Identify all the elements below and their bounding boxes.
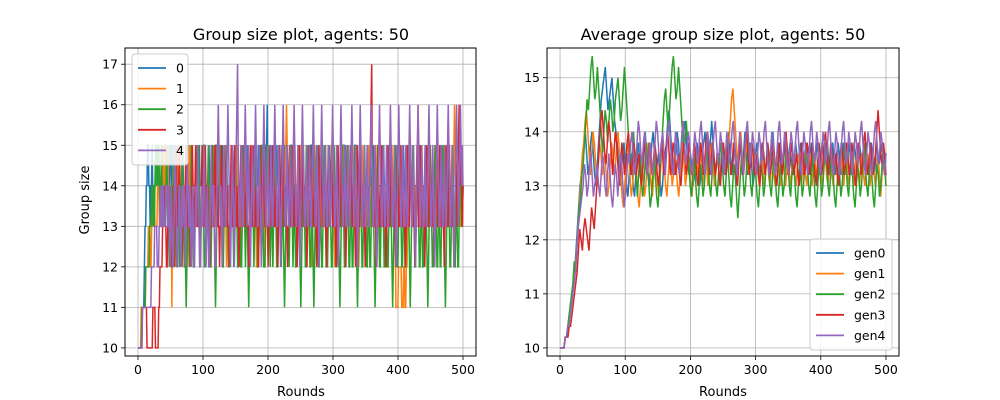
x-ticks: 0 100 200 300 400 500 — [556, 356, 898, 377]
series-line-4 — [560, 120, 887, 349]
y-ticks: 10 11 12 13 14 15 — [524, 70, 547, 355]
series-line-4 — [138, 64, 464, 349]
y-tick-label: 14 — [102, 178, 118, 193]
x-tick-label: 400 — [386, 362, 410, 377]
y-tick-label: 13 — [524, 178, 540, 193]
x-ticks: 0 100 200 300 400 500 — [134, 356, 475, 377]
legend-label: gen3 — [854, 307, 886, 322]
x-tick-label: 0 — [556, 362, 564, 377]
plot-frame — [546, 47, 900, 357]
x-tick-label: 100 — [191, 362, 215, 377]
legend-label: gen2 — [854, 287, 886, 302]
x-tick-label: 500 — [874, 362, 898, 377]
y-tick-label: 17 — [102, 57, 118, 72]
x-tick-label: 300 — [744, 362, 768, 377]
x-tick-label: 200 — [256, 362, 280, 377]
series-lines — [138, 64, 464, 349]
x-axis-label: Rounds — [699, 385, 747, 400]
x-tick-label: 500 — [451, 362, 475, 377]
y-tick-label: 13 — [102, 219, 118, 234]
y-axis-label: Group size — [78, 166, 93, 235]
legend: gen0 gen1 gen2 gen3 gen4 — [809, 238, 893, 351]
x-tick-label: 0 — [134, 362, 142, 377]
legend-label: 4 — [176, 143, 184, 158]
series-lines — [560, 56, 887, 349]
legend-label: gen4 — [854, 328, 886, 343]
legend-label: gen1 — [854, 266, 886, 281]
legend-label: gen0 — [854, 246, 886, 261]
average-group-size-panel: Average group size plot, agents: 50 0 100… — [524, 25, 900, 400]
legend: 0 1 2 3 4 — [131, 53, 189, 166]
legend-box — [809, 238, 893, 351]
y-tick-label: 11 — [102, 300, 118, 315]
group-size-panel: Group size plot, agents: 50 0 100 200 300 40… — [78, 25, 477, 400]
x-axis-label: Rounds — [277, 385, 325, 400]
legend-label: 3 — [176, 122, 184, 137]
x-tick-label: 100 — [613, 362, 637, 377]
chart-title: Average group size plot, agents: 50 — [581, 25, 866, 44]
plot-frame — [124, 47, 477, 357]
y-tick-label: 11 — [524, 286, 540, 301]
x-tick-label: 400 — [809, 362, 833, 377]
y-tick-label: 12 — [102, 259, 118, 274]
x-tick-label: 300 — [321, 362, 345, 377]
y-tick-label: 14 — [524, 124, 540, 139]
y-tick-label: 16 — [102, 97, 118, 112]
x-tick-label: 200 — [678, 362, 702, 377]
legend-label: 0 — [176, 61, 184, 76]
legend-label: 1 — [176, 81, 184, 96]
y-tick-label: 15 — [524, 70, 540, 85]
chart-title: Group size plot, agents: 50 — [193, 25, 409, 44]
y-ticks: 10 11 12 13 14 15 16 17 — [102, 57, 125, 355]
y-tick-label: 15 — [102, 138, 118, 153]
y-tick-label: 10 — [524, 340, 540, 355]
y-tick-label: 12 — [524, 232, 540, 247]
legend-label: 2 — [176, 102, 184, 117]
y-tick-label: 10 — [102, 340, 118, 355]
